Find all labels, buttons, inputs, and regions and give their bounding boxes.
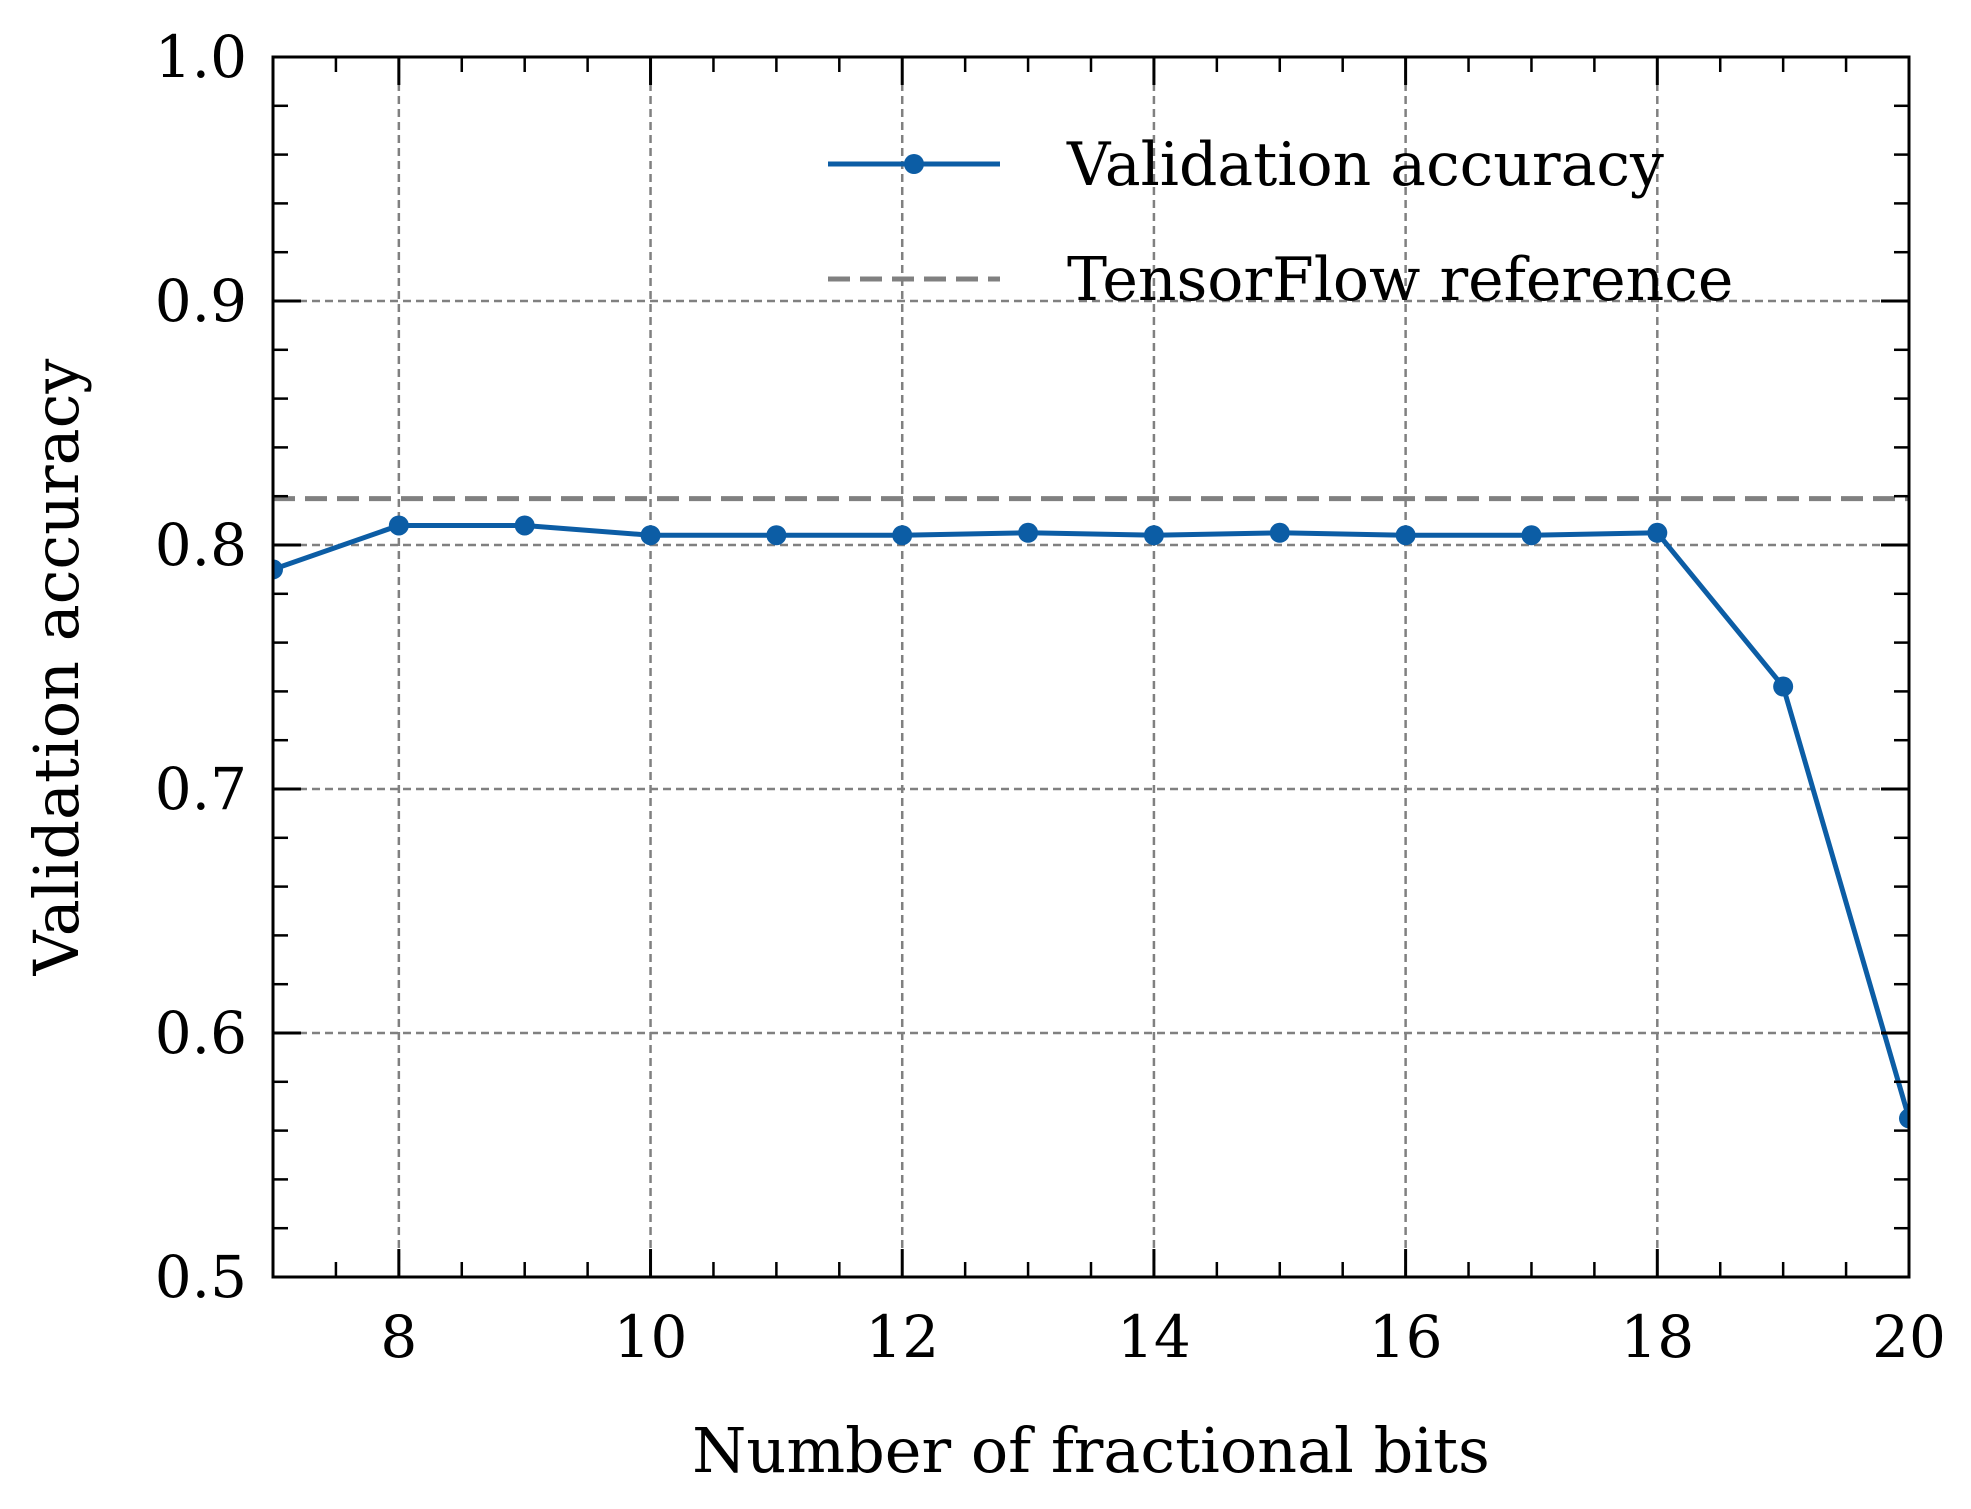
tick-marks xyxy=(273,55,1911,1279)
y-tick-label: 0.6 xyxy=(155,999,247,1067)
validation-accuracy-point xyxy=(1143,525,1164,546)
x-axis-label: Number of fractional bits xyxy=(692,1414,1490,1487)
y-tick-label: 0.5 xyxy=(155,1243,247,1311)
y-tick-label: 1.0 xyxy=(155,23,247,91)
x-tick-label: 16 xyxy=(1369,1303,1443,1371)
legend-label-tensorflow-reference: TensorFlow reference xyxy=(1067,245,1733,315)
x-tick-label: 20 xyxy=(1872,1303,1946,1371)
validation-accuracy-point xyxy=(388,515,409,536)
legend-label-validation-accuracy: Validation accuracy xyxy=(1066,130,1664,200)
validation-accuracy-point xyxy=(273,559,283,580)
x-tick-label: 18 xyxy=(1620,1303,1694,1371)
validation-accuracy-line xyxy=(273,522,1909,1120)
validation-accuracy-point xyxy=(640,525,661,546)
validation-accuracy-point xyxy=(766,525,787,546)
accuracy-series xyxy=(273,515,1909,1129)
validation-accuracy-point xyxy=(1521,525,1542,546)
x-tick-label: 8 xyxy=(380,1303,417,1371)
validation-accuracy-point xyxy=(1899,1108,1909,1129)
validation-accuracy-point xyxy=(1269,522,1290,543)
x-tick-label: 12 xyxy=(865,1303,939,1371)
y-tick-label: 0.7 xyxy=(155,755,247,823)
validation-accuracy-point xyxy=(1647,522,1668,543)
legend: Validation accuracy TensorFlow reference xyxy=(828,130,1733,315)
validation-accuracy-point xyxy=(514,515,535,536)
plot-frame xyxy=(271,55,1911,1279)
legend-marker-validation-accuracy xyxy=(904,154,924,174)
x-tick-label: 14 xyxy=(1117,1303,1191,1371)
y-tick-labels: 0.5 0.6 0.7 0.8 0.9 1.0 xyxy=(155,23,247,1311)
x-tick-labels: 8 10 12 14 16 18 20 xyxy=(380,1303,1946,1371)
x-tick-label: 10 xyxy=(614,1303,688,1371)
validation-accuracy-point xyxy=(1018,522,1039,543)
validation-accuracy-point xyxy=(1395,525,1416,546)
y-tick-label: 0.8 xyxy=(155,511,247,579)
grid-lines xyxy=(273,57,1909,1277)
y-tick-label: 0.9 xyxy=(155,267,247,335)
validation-accuracy-point xyxy=(1773,676,1794,697)
y-axis-label: Validation accuracy xyxy=(20,359,93,977)
validation-accuracy-point xyxy=(892,525,913,546)
